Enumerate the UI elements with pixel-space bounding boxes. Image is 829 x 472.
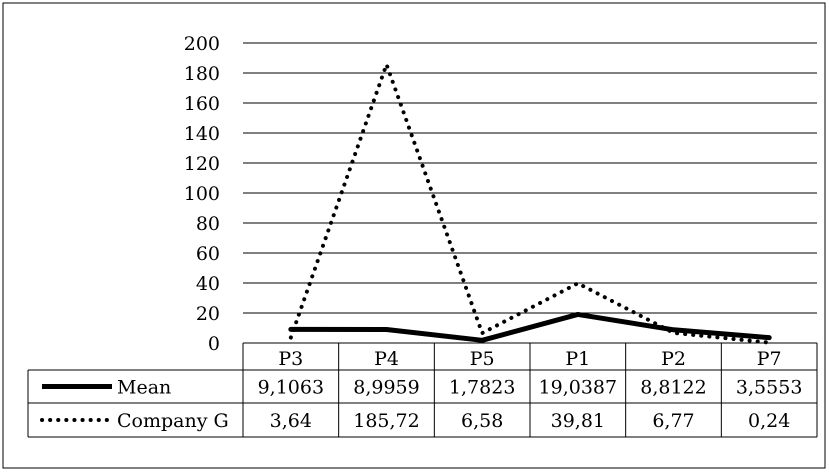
data-label: 9,1063 (258, 377, 324, 399)
data-label: 19,0387 (539, 377, 618, 399)
y-tick-label: 160 (184, 93, 220, 115)
data-label: 0,24 (748, 410, 790, 432)
plot-area (288, 62, 772, 345)
data-label: 8,9959 (353, 377, 419, 399)
y-tick-label: 140 (184, 123, 220, 145)
y-tick-label: 180 (184, 63, 220, 85)
y-tick-label: 200 (184, 33, 220, 55)
x-category-label: P1 (565, 348, 590, 370)
y-tick-label: 120 (184, 153, 220, 175)
y-tick-label: 100 (184, 183, 220, 205)
series-line-company-g (288, 62, 772, 345)
data-label: 6,77 (652, 410, 694, 432)
data-label: 1,7823 (449, 377, 515, 399)
y-tick-label: 60 (196, 243, 220, 265)
data-label: 8,8122 (640, 377, 706, 399)
gridlines (243, 42, 817, 314)
x-category-label: P5 (470, 348, 495, 370)
data-table: P3 P4 P5 P1 P2 P7 Mean 9,1063 8,9959 1,7823 19,038… (27, 342, 818, 438)
x-category-label: P7 (757, 348, 782, 370)
y-tick-label: 40 (196, 273, 220, 295)
x-category-label: P4 (374, 348, 399, 370)
legend-label: Mean (117, 377, 171, 399)
x-category-label: P2 (661, 348, 686, 370)
legend-label: Company G (117, 410, 229, 432)
x-category-label: P3 (278, 348, 303, 370)
data-label: 39,81 (551, 410, 605, 432)
y-tick-label: 20 (196, 303, 220, 325)
y-axis: 0 20 40 60 80 100 120 140 160 180 200 (184, 33, 220, 355)
y-tick-label: 80 (196, 213, 220, 235)
data-label: 6,58 (461, 410, 503, 432)
y-tick-label: 0 (208, 333, 220, 355)
series-line-mean (288, 311, 772, 343)
data-label: 3,5553 (736, 377, 802, 399)
data-label: 3,64 (270, 410, 312, 432)
data-label: 185,72 (353, 410, 419, 432)
